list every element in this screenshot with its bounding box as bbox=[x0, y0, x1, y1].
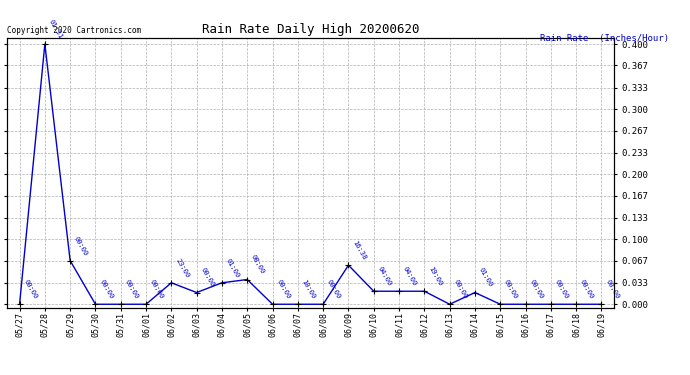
Text: 00:00: 00:00 bbox=[149, 279, 165, 300]
Text: 01:00: 01:00 bbox=[477, 267, 493, 288]
Text: 00:00: 00:00 bbox=[529, 279, 544, 300]
Text: 23:00: 23:00 bbox=[174, 257, 190, 279]
Text: 00:00: 00:00 bbox=[275, 279, 291, 300]
Text: 08:00: 08:00 bbox=[250, 254, 266, 275]
Text: 00:00: 00:00 bbox=[98, 279, 114, 300]
Text: 00:00: 00:00 bbox=[579, 279, 595, 300]
Text: 00:00: 00:00 bbox=[73, 235, 89, 256]
Text: Copyright 2020 Cartronics.com: Copyright 2020 Cartronics.com bbox=[7, 26, 141, 35]
Text: 00:00: 00:00 bbox=[604, 279, 620, 300]
Text: 01:00: 01:00 bbox=[225, 257, 241, 279]
Text: Rain Rate  (Inches/Hour): Rain Rate (Inches/Hour) bbox=[540, 34, 669, 43]
Text: 00:00: 00:00 bbox=[124, 279, 139, 300]
Text: 00:00: 00:00 bbox=[503, 279, 519, 300]
Text: 19:00: 19:00 bbox=[427, 266, 443, 287]
Text: 04:00: 04:00 bbox=[402, 266, 417, 287]
Text: 00:00: 00:00 bbox=[22, 279, 38, 300]
Text: 04:00: 04:00 bbox=[377, 266, 393, 287]
Text: 01:31: 01:31 bbox=[48, 18, 63, 40]
Text: 00:00: 00:00 bbox=[199, 267, 215, 288]
Text: 10:00: 10:00 bbox=[301, 279, 317, 300]
Text: 00:00: 00:00 bbox=[453, 279, 469, 300]
Text: 16:38: 16:38 bbox=[351, 240, 367, 261]
Text: 00:00: 00:00 bbox=[326, 279, 342, 300]
Text: 00:00: 00:00 bbox=[553, 279, 569, 300]
Title: Rain Rate Daily High 20200620: Rain Rate Daily High 20200620 bbox=[201, 23, 420, 36]
